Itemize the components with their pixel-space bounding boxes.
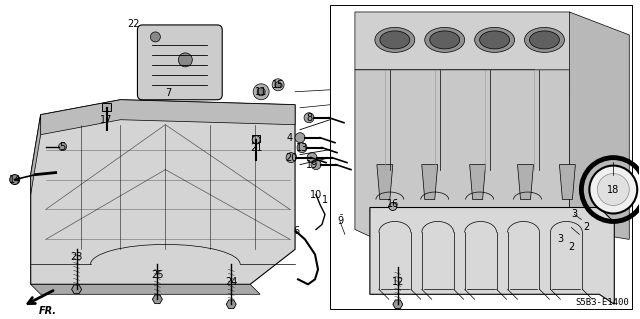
Circle shape: [150, 32, 161, 42]
Text: 22: 22: [127, 19, 140, 29]
Circle shape: [589, 166, 637, 213]
Text: 19: 19: [306, 160, 318, 170]
Text: 3: 3: [557, 234, 563, 244]
Text: 3: 3: [572, 210, 577, 219]
Circle shape: [286, 152, 296, 163]
Circle shape: [275, 82, 281, 88]
Text: 18: 18: [607, 185, 620, 195]
Circle shape: [389, 203, 397, 211]
Circle shape: [295, 133, 305, 143]
Text: 2: 2: [568, 242, 575, 252]
Polygon shape: [31, 115, 41, 195]
Polygon shape: [370, 207, 614, 304]
Ellipse shape: [479, 31, 509, 49]
Bar: [330, 5, 632, 309]
Circle shape: [304, 113, 314, 123]
Circle shape: [272, 79, 284, 91]
Polygon shape: [355, 12, 589, 95]
Text: S5B3-E1400: S5B3-E1400: [575, 298, 629, 307]
Text: 25: 25: [151, 270, 164, 280]
Ellipse shape: [425, 27, 465, 52]
Text: 5: 5: [60, 142, 66, 152]
Text: 1: 1: [322, 195, 328, 204]
Text: 24: 24: [225, 277, 237, 287]
Text: 16: 16: [387, 198, 399, 209]
Polygon shape: [422, 165, 438, 199]
Polygon shape: [393, 300, 403, 308]
Text: 11: 11: [255, 87, 268, 97]
Circle shape: [252, 136, 260, 144]
Polygon shape: [41, 100, 295, 135]
Polygon shape: [31, 100, 295, 284]
Ellipse shape: [525, 27, 564, 52]
Polygon shape: [31, 284, 260, 294]
FancyBboxPatch shape: [138, 25, 222, 100]
Bar: [102, 103, 111, 111]
Polygon shape: [570, 12, 629, 240]
Polygon shape: [72, 285, 81, 293]
Circle shape: [253, 84, 269, 100]
Text: 17: 17: [100, 115, 113, 125]
Circle shape: [179, 53, 192, 67]
Circle shape: [59, 143, 67, 151]
Text: 13: 13: [296, 143, 308, 153]
Polygon shape: [559, 165, 575, 199]
Circle shape: [311, 160, 321, 170]
Text: 15: 15: [272, 80, 284, 90]
Ellipse shape: [380, 31, 410, 49]
Circle shape: [307, 152, 317, 163]
Polygon shape: [355, 70, 570, 259]
Circle shape: [10, 174, 20, 185]
Text: FR.: FR.: [38, 306, 57, 316]
Ellipse shape: [375, 27, 415, 52]
Text: 6: 6: [293, 226, 299, 236]
Polygon shape: [518, 165, 534, 199]
Polygon shape: [152, 295, 163, 304]
Ellipse shape: [529, 31, 559, 49]
Circle shape: [597, 174, 629, 205]
Polygon shape: [377, 165, 393, 199]
Text: 2: 2: [583, 222, 589, 233]
Text: 12: 12: [392, 277, 404, 287]
Circle shape: [257, 88, 265, 96]
Circle shape: [297, 143, 307, 152]
Text: 14: 14: [8, 174, 21, 185]
Ellipse shape: [429, 31, 460, 49]
Polygon shape: [470, 165, 486, 199]
Text: 9: 9: [337, 217, 343, 226]
Text: 4: 4: [287, 133, 293, 143]
Text: 8: 8: [306, 113, 312, 123]
Text: 20: 20: [285, 152, 297, 163]
Bar: [252, 135, 260, 142]
Text: 21: 21: [250, 143, 262, 153]
Polygon shape: [226, 300, 236, 308]
Text: 10: 10: [310, 189, 322, 200]
Text: 7: 7: [165, 88, 172, 98]
Text: 23: 23: [70, 252, 83, 263]
Ellipse shape: [475, 27, 515, 52]
